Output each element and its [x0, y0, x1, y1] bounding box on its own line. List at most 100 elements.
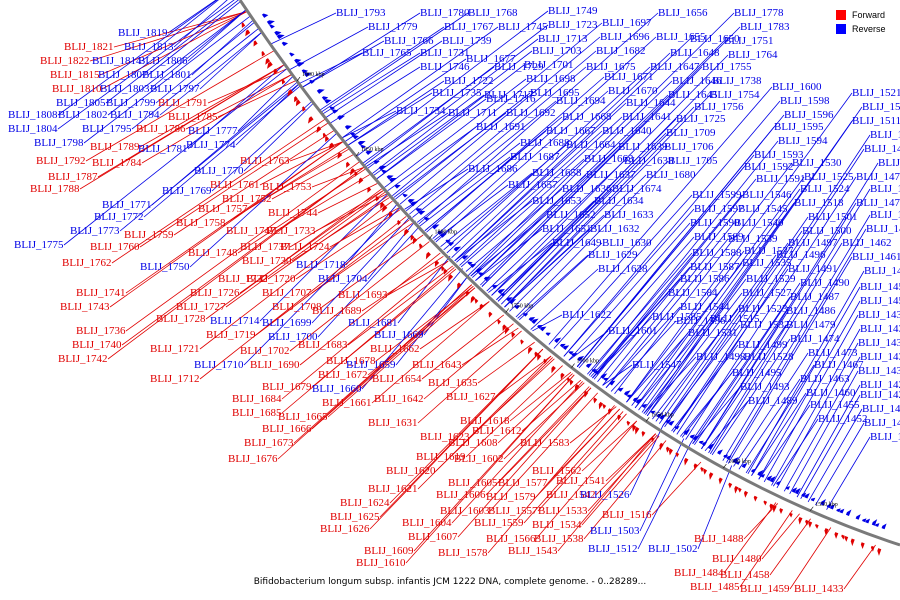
gene-label: BLIJ_1779	[368, 21, 418, 33]
gene-label: BLIJ_1717	[484, 89, 534, 101]
leader-line	[485, 386, 590, 496]
reverse-gene-mark	[373, 160, 380, 165]
reverse-gene-mark	[337, 115, 346, 121]
forward-gene-mark	[465, 290, 470, 297]
leader-line	[434, 184, 509, 241]
leader-line	[139, 122, 329, 248]
leader-line	[614, 162, 793, 395]
gene-label: BLIJ_1778	[734, 7, 784, 19]
leader-line	[789, 527, 832, 590]
gene-label: BLIJ_1689	[312, 305, 362, 317]
reverse-gene-mark	[698, 440, 704, 445]
leader-line	[626, 332, 689, 403]
leader-line	[373, 94, 485, 176]
gene-label: BLIJ_1415	[870, 431, 900, 443]
leader-line	[497, 132, 667, 302]
leader-line	[243, 102, 315, 172]
leader-line	[321, 234, 424, 308]
kbp-tick-mark	[505, 308, 510, 313]
gene-label: BLIJ_1660	[312, 383, 362, 395]
gene-label: BLIJ_1803	[100, 83, 150, 95]
leader-line	[772, 418, 819, 487]
gene-label: BLIJ_1659	[346, 359, 396, 371]
gene-label: BLIJ_1681	[348, 317, 398, 329]
forward-gene-mark	[328, 142, 335, 150]
leader-line	[418, 12, 659, 225]
leader-line	[167, 0, 217, 34]
forward-gene-mark	[382, 205, 388, 213]
kbp-tick-label: 1550 kbp	[815, 502, 838, 508]
genome-caption: Bifidobacterium longum subsp. infantis J…	[253, 577, 647, 587]
gene-label: BLIJ_1739	[442, 35, 492, 47]
reverse-gene-mark	[467, 261, 473, 266]
gene-label: BLIJ_1785	[168, 111, 218, 123]
gene-label: BLIJ_1752	[222, 193, 272, 205]
gene-label: BLIJ_1540	[734, 217, 784, 229]
leader-line	[685, 176, 857, 440]
forward-gene-mark	[448, 274, 454, 282]
leader-line	[113, 10, 248, 48]
forward-gene-mark	[772, 505, 777, 513]
leader-line	[155, 21, 256, 104]
gene-label: BLIJ_1788	[30, 183, 80, 195]
leader-line	[211, 100, 313, 192]
gene-label: BLIJ_1454	[860, 281, 900, 293]
leader-line	[416, 142, 521, 223]
reverse-gene-mark	[635, 398, 643, 405]
leader-line	[557, 433, 656, 552]
reverse-gene-mark	[674, 426, 680, 430]
reverse-gene-mark	[855, 514, 861, 520]
leader-line	[504, 228, 591, 308]
leader-line	[141, 0, 219, 62]
forward-gene-mark	[520, 339, 524, 345]
gene-tracks	[241, 13, 887, 556]
forward-gene-mark	[593, 397, 598, 404]
leader-line	[443, 144, 567, 251]
gene-label: BLIJ_1784	[92, 157, 142, 169]
forward-gene-mark	[703, 468, 708, 475]
gene-label: BLIJ_1753	[262, 181, 312, 193]
gene-label: BLIJ_1786	[136, 123, 186, 135]
reverse-gene-mark	[394, 184, 401, 189]
gene-label: BLIJ_1747	[226, 225, 276, 237]
gene-label: BLIJ_1661	[322, 397, 372, 409]
leader-line	[107, 9, 247, 116]
reverse-gene-mark	[528, 317, 536, 322]
gene-label: BLIJ_1534	[532, 519, 582, 531]
reverse-gene-mark	[448, 242, 455, 247]
leader-line	[225, 191, 386, 308]
gene-label: BLIJ_1819	[118, 27, 168, 39]
reverse-gene-mark	[415, 208, 422, 213]
gene-label: BLIJ_1587	[690, 261, 740, 273]
gene-label: BLIJ_1543	[508, 545, 558, 557]
kbp-tick-label: 1700 kbp	[577, 359, 600, 365]
leader-line	[515, 160, 669, 318]
reverse-gene-mark	[810, 497, 816, 502]
gene-label: BLIJ_1493	[740, 381, 790, 393]
gene-label: BLIJ_1706	[664, 141, 714, 153]
gene-label: BLIJ_1628	[598, 263, 648, 275]
gene-label: BLIJ_1627	[446, 391, 496, 403]
leader-line	[697, 465, 733, 550]
leader-line	[367, 220, 416, 280]
gene-label: BLIJ_1655	[656, 31, 706, 43]
reverse-gene-mark	[776, 480, 782, 486]
gene-label: BLIJ_1701	[524, 59, 574, 71]
gene-label: BLIJ_1524	[800, 183, 850, 195]
leader-line	[243, 205, 402, 366]
reverse-gene-mark	[668, 420, 675, 426]
leader-line	[487, 405, 615, 554]
leader-line	[480, 40, 725, 286]
leader-line	[389, 348, 544, 504]
gene-label: BLIJ_1698	[526, 73, 576, 85]
gene-label: BLIJ_1541	[556, 475, 606, 487]
gene-label: BLIJ_1483	[878, 157, 900, 169]
gene-label: BLIJ_1743	[60, 301, 110, 313]
gene-label: BLIJ_1585	[652, 311, 702, 323]
gene-label: BLIJ_1487	[790, 291, 840, 303]
leader-line	[57, 0, 218, 116]
leader-line	[626, 250, 745, 403]
gene-label: BLIJ_1692	[506, 107, 556, 119]
leader-line	[199, 31, 263, 90]
gene-label: BLIJ_1435	[858, 337, 900, 349]
